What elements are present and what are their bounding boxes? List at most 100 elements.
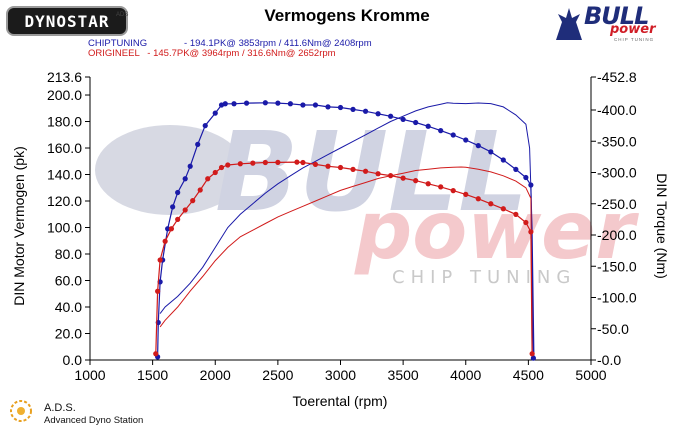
data-point-origineel-torque	[182, 207, 188, 213]
y-tick-label: 80.0	[55, 246, 82, 262]
power-logo-text: power	[610, 22, 656, 37]
data-point-chiptuning-torque	[325, 104, 331, 110]
data-point-origineel-torque	[218, 164, 225, 171]
data-point-chiptuning-torque	[182, 176, 188, 182]
data-point-origineel-torque	[190, 198, 196, 204]
data-point-chiptuning-torque	[187, 163, 193, 169]
data-point-chiptuning-torque	[475, 143, 481, 149]
chart-series-layer	[153, 100, 536, 361]
data-point-origineel-torque	[529, 351, 535, 357]
y2-tick-label: -200.0	[597, 227, 637, 243]
watermark-chip-tuning-text: CHIP TUNING	[392, 267, 576, 288]
legend-origineel: ORIGINEEL - 145.7PK@ 3964rpm / 316.6Nm@ …	[88, 48, 336, 59]
x-tick-label: 5000	[575, 367, 606, 383]
data-point-chiptuning-torque	[195, 141, 201, 147]
data-point-chiptuning-torque	[350, 106, 356, 112]
x-tick-label: 4500	[513, 367, 544, 383]
watermark-power-text: power	[354, 184, 639, 277]
y-tick-label: 40.0	[55, 299, 82, 315]
data-point-origineel-torque	[413, 178, 419, 184]
x-tick-label: 3500	[388, 367, 419, 383]
y-tick-label: 120.0	[47, 193, 82, 209]
data-point-origineel-torque	[500, 206, 506, 212]
data-point-chiptuning-torque	[170, 204, 176, 210]
x-tick-label: 4000	[450, 367, 481, 383]
data-point-origineel-torque	[162, 238, 168, 244]
data-point-origineel-torque	[153, 351, 159, 357]
y2-tick-label: -50.0	[597, 321, 629, 337]
dynostar-logo: DYNOSTAR	[6, 6, 128, 36]
data-point-chiptuning-torque	[400, 116, 406, 122]
data-point-chiptuning-torque	[463, 137, 469, 143]
series-line-chiptuning-power	[159, 102, 535, 358]
data-point-origineel-torque	[205, 176, 211, 182]
data-point-origineel-torque	[375, 171, 381, 177]
data-point-chiptuning-torque	[165, 226, 171, 232]
data-point-origineel-torque	[262, 159, 268, 166]
data-point-origineel-torque	[400, 175, 406, 181]
data-point-origineel-torque	[337, 164, 344, 171]
data-point-origineel-torque	[275, 159, 281, 165]
data-point-origineel-torque	[350, 166, 356, 172]
data-point-chiptuning-torque	[388, 113, 394, 119]
x-axis-label: Toerental (rpm)	[293, 393, 388, 409]
x-tick-label: 3000	[325, 367, 356, 383]
data-point-origineel-torque	[450, 188, 456, 194]
y-tick-label: 20.0	[55, 326, 82, 342]
data-point-chiptuning-torque	[513, 166, 519, 172]
dynostar-logo-sub: ADS	[116, 12, 129, 18]
data-point-chiptuning-torque	[523, 174, 529, 181]
data-point-chiptuning-torque	[287, 101, 293, 107]
y-tick-label: 160.0	[47, 140, 82, 156]
data-point-chiptuning-torque	[275, 100, 281, 106]
data-point-chiptuning-torque	[530, 355, 536, 361]
y2-tick-label: -0.0	[597, 352, 621, 368]
data-point-origineel-torque	[212, 169, 218, 176]
data-point-origineel-torque	[425, 181, 431, 187]
data-point-origineel-torque	[438, 184, 444, 190]
data-point-chiptuning-torque	[212, 110, 218, 116]
data-point-chiptuning-torque	[202, 123, 208, 129]
data-point-origineel-torque	[250, 160, 256, 166]
data-point-chiptuning-torque	[425, 123, 431, 129]
data-point-origineel-torque	[157, 257, 163, 263]
x-tick-label: 2000	[200, 367, 231, 383]
y-tick-label: 200.0	[47, 87, 82, 103]
data-point-origineel-torque	[488, 201, 494, 207]
watermark-bull-head	[95, 125, 245, 215]
y-tick-label: 60.0	[55, 273, 82, 289]
chart-title: Vermogens Kromme	[264, 6, 430, 25]
y-tick-label: 140.0	[47, 167, 82, 183]
chip-tuning-logo-text: CHIP TUNING	[614, 37, 655, 42]
data-point-chiptuning-torque	[312, 102, 319, 108]
data-point-origineel-torque	[513, 211, 519, 217]
y2-tick-label: -100.0	[597, 290, 637, 306]
y2-axis-label: DIN Torque (Nm)	[654, 173, 670, 279]
ads-logo-icon	[10, 400, 32, 422]
data-point-chiptuning-torque	[222, 101, 228, 107]
data-point-origineel-torque	[463, 191, 469, 197]
data-point-chiptuning-torque	[337, 104, 344, 111]
bull-power-logo: BULL power CHIP TUNING	[552, 2, 662, 46]
data-point-origineel-torque	[237, 161, 243, 167]
series-line-chiptuning-torque	[157, 102, 534, 359]
legend-chiptuning: CHIPTUNING - 194.1PK@ 3853rpm / 411.6Nm@…	[88, 38, 372, 49]
data-point-chiptuning-torque	[231, 101, 237, 107]
data-point-chiptuning-torque	[375, 111, 381, 117]
y-tick-label: 100.0	[47, 220, 82, 236]
data-point-origineel-torque	[362, 168, 369, 174]
y-tick-label: 180.0	[47, 114, 82, 130]
x-tick-label: 1000	[74, 367, 105, 383]
data-point-chiptuning-torque	[362, 108, 369, 114]
y2-tick-label: -150.0	[597, 258, 637, 274]
y-tick-label: 213.6	[47, 69, 82, 85]
bull-icon	[556, 8, 582, 40]
data-point-origineel-torque	[475, 196, 481, 202]
data-point-chiptuning-torque	[488, 149, 494, 155]
data-point-origineel-torque	[300, 159, 306, 166]
series-line-origineel-power	[159, 166, 533, 354]
y2-tick-label: -452.8	[597, 69, 637, 85]
data-point-origineel-torque	[294, 159, 300, 165]
